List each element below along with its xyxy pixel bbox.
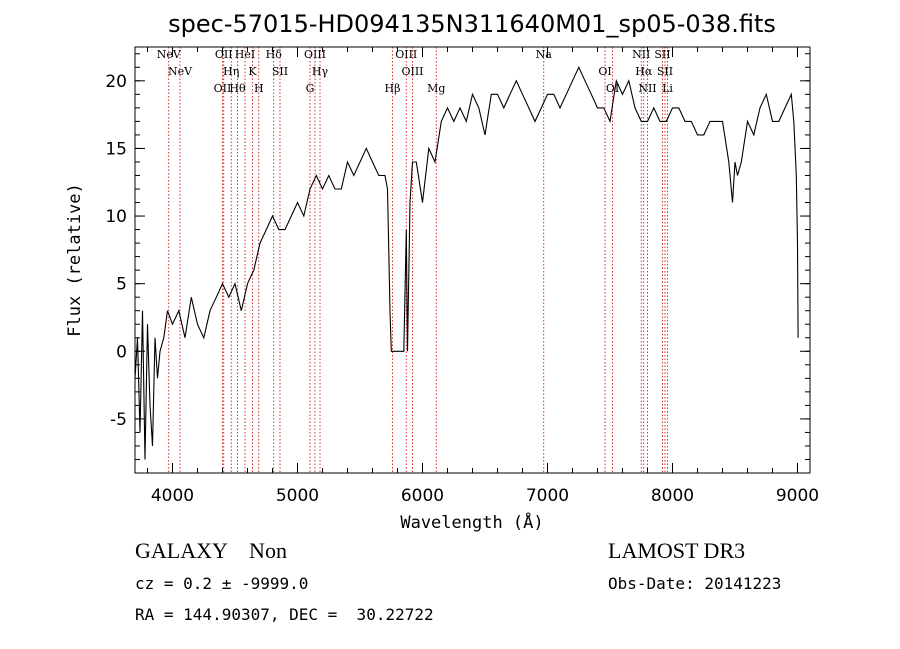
spectral-line-label: OIII xyxy=(395,48,417,61)
y-axis-label: Flux (relative) xyxy=(65,183,85,337)
object-class: GALAXY Non xyxy=(135,538,287,563)
coordinates-readout: RA = 144.90307, DEC = 30.22722 xyxy=(135,605,434,624)
x-tick-label: 6000 xyxy=(401,486,444,506)
x-axis-label: Wavelength (Å) xyxy=(400,511,543,533)
spectral-line-markers xyxy=(168,47,668,473)
spectral-line-label: NII xyxy=(638,82,656,95)
spectral-line-labels: NeVNeVOIIOIIHηHθHeIKHHδSIIGOIIIHγHβOIIIO… xyxy=(157,48,674,95)
x-tick-label: 9000 xyxy=(776,486,819,506)
plot-frame xyxy=(134,46,811,474)
y-tick-label: 15 xyxy=(105,139,127,159)
y-axis-ticks: -5 0 5 10 15 20 xyxy=(105,53,810,460)
spectral-line-label: OII xyxy=(215,48,233,61)
y-tick-label: 10 xyxy=(105,207,127,227)
spectrum-series-line xyxy=(134,65,799,460)
spectral-line-label: SII xyxy=(657,65,673,78)
spectral-line-label: NeV xyxy=(157,48,182,61)
y-tick-label: 5 xyxy=(116,275,127,295)
spectral-line-label: Na xyxy=(536,48,553,61)
spectral-line-label: OIII xyxy=(304,48,326,61)
spectral-line-label: OI xyxy=(598,65,611,78)
chart-title: spec-57015-HD094135N311640M01_sp05-038.f… xyxy=(168,10,776,38)
spectral-line-label: Hβ xyxy=(385,82,401,95)
x-axis-ticks: 4000 5000 6000 7000 8000 9000 xyxy=(147,47,819,506)
spectral-line-label: H xyxy=(254,82,264,95)
y-tick-label: 20 xyxy=(105,72,127,92)
redshift-readout: cz = 0.2 ± -9999.0 xyxy=(135,574,308,593)
spectral-line-label: Mg xyxy=(427,82,445,95)
spectral-line-label: K xyxy=(248,65,257,78)
spectral-line-label: Hγ xyxy=(312,65,329,78)
y-tick-label: -5 xyxy=(110,410,127,430)
spectral-line-label: SII xyxy=(272,65,288,78)
spectral-line-label: G xyxy=(306,82,315,95)
spectral-line-label: OII xyxy=(214,82,232,95)
x-tick-label: 4000 xyxy=(151,486,194,506)
spectral-line-label: NII xyxy=(632,48,650,61)
spectral-line-label: SII xyxy=(654,48,670,61)
x-tick-label: 8000 xyxy=(651,486,694,506)
survey-name: LAMOST DR3 xyxy=(608,538,745,563)
spectral-line-label: HeI xyxy=(235,48,255,61)
spectral-line-label: Hθ xyxy=(229,82,246,95)
x-tick-label: 5000 xyxy=(276,486,319,506)
spectral-line-label: Hα xyxy=(635,65,653,78)
spectral-line-label: Li xyxy=(662,82,673,95)
spectral-line-label: Hδ xyxy=(266,48,283,61)
spectral-line-label: OIII xyxy=(401,65,423,78)
observation-date: Obs-Date: 20141223 xyxy=(608,574,781,593)
y-tick-label: 0 xyxy=(116,342,127,362)
spectral-line-label: Hη xyxy=(223,65,239,78)
x-tick-label: 7000 xyxy=(526,486,569,506)
spectral-line-label: NeV xyxy=(168,65,193,78)
